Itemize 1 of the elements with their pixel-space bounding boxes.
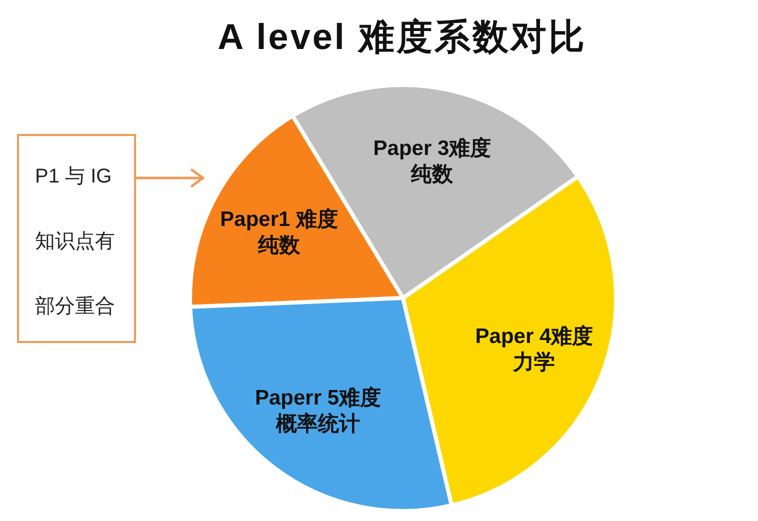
title: A level 难度系数对比 — [218, 16, 586, 57]
